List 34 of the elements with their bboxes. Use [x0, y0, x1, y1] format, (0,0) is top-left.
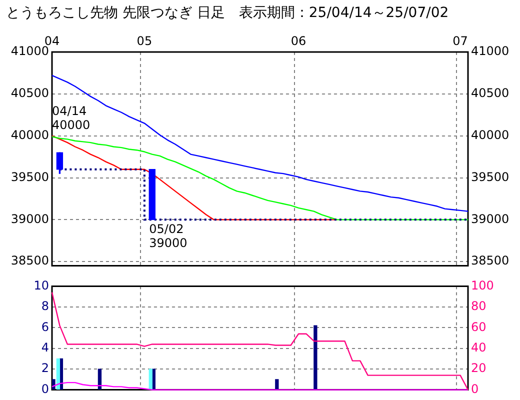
- bar: [56, 358, 60, 390]
- y-tick-label: 4: [41, 340, 49, 354]
- y-tick-label: 6: [41, 320, 49, 334]
- y2-tick-label: 38500: [471, 254, 510, 268]
- y-tick-label: 39500: [10, 170, 49, 184]
- bar: [148, 368, 152, 390]
- annotation: 05/02 39000: [149, 222, 188, 250]
- bar: [314, 325, 318, 390]
- x-tick-label: 06: [290, 34, 306, 48]
- y2-tick-label: 40500: [471, 86, 510, 100]
- y2-tick-label: 40: [471, 340, 486, 354]
- y-tick-label: 10: [34, 278, 49, 292]
- y-tick-label: 0: [41, 382, 49, 396]
- y-tick-label: 39000: [10, 212, 49, 226]
- y-tick-label: 41000: [10, 44, 49, 58]
- y2-tick-label: 100: [471, 278, 494, 292]
- y-tick-label: 40000: [10, 128, 49, 142]
- y2-tick-label: 80: [471, 299, 486, 314]
- y2-tick-label: 39500: [471, 170, 510, 184]
- y2-tick-label: 39000: [471, 212, 510, 226]
- x-tick-label: 07: [452, 34, 468, 48]
- y-tick-label: 38500: [10, 254, 49, 268]
- annotation: 04/14 40000: [52, 104, 90, 132]
- y2-tick-label: 41000: [471, 44, 510, 58]
- y2-tick-label: 40000: [471, 128, 510, 142]
- y-tick-label: 2: [41, 361, 49, 376]
- chart-title: とうもろこし先物 先限つなぎ 日足 表示期間：25/04/14～25/07/02: [5, 4, 450, 23]
- y2-tick-label: 20: [471, 361, 486, 376]
- y2-tick-label: 60: [471, 320, 486, 334]
- x-tick-label: 05: [136, 34, 152, 48]
- bar: [275, 379, 279, 390]
- y-tick-label: 40500: [10, 86, 49, 100]
- y2-tick-label: 0: [471, 382, 479, 396]
- y-tick-label: 8: [41, 299, 49, 314]
